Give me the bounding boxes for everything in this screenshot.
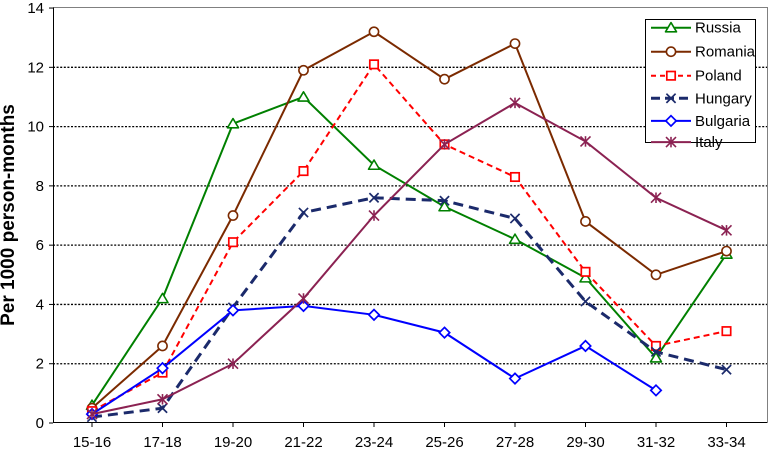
svg-text:4: 4 [36, 296, 44, 313]
svg-text:17-18: 17-18 [143, 434, 181, 451]
svg-text:12: 12 [27, 59, 44, 76]
svg-text:0: 0 [36, 415, 44, 432]
svg-text:31-32: 31-32 [637, 434, 675, 451]
svg-text:27-28: 27-28 [496, 434, 534, 451]
svg-text:25-26: 25-26 [425, 434, 463, 451]
svg-text:15-16: 15-16 [73, 434, 111, 451]
svg-text:19-20: 19-20 [214, 434, 252, 451]
svg-text:21-22: 21-22 [284, 434, 322, 451]
svg-text:Poland: Poland [695, 68, 742, 85]
svg-text:Italy: Italy [695, 134, 723, 151]
svg-text:Per 1000 person-months: Per 1000 person-months [0, 104, 19, 326]
svg-text:Bulgaria: Bulgaria [695, 113, 751, 130]
svg-text:Romania: Romania [695, 44, 756, 61]
svg-text:Hungary: Hungary [695, 90, 752, 107]
svg-text:8: 8 [36, 178, 44, 195]
svg-text:2: 2 [36, 356, 44, 373]
svg-text:29-30: 29-30 [566, 434, 604, 451]
svg-text:23-24: 23-24 [355, 434, 393, 451]
svg-text:Russia: Russia [695, 20, 742, 37]
svg-text:14: 14 [27, 0, 44, 17]
svg-text:10: 10 [27, 119, 44, 136]
svg-text:33-34: 33-34 [707, 434, 745, 451]
svg-text:6: 6 [36, 237, 44, 254]
